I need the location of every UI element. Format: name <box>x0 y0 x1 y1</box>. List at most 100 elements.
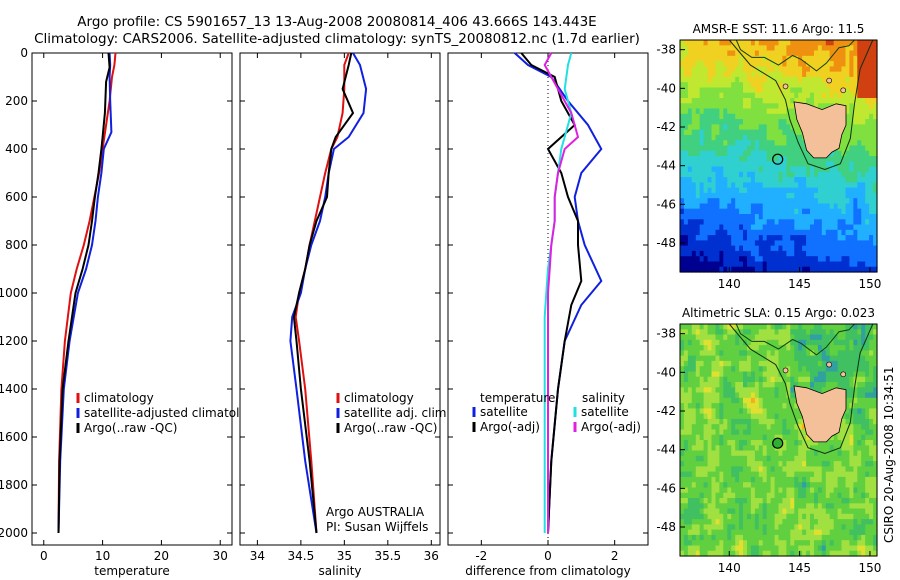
map-cell <box>794 245 799 252</box>
map-cell <box>853 124 858 131</box>
map-cell <box>873 103 878 110</box>
map-cell <box>695 540 701 547</box>
map-cell <box>865 203 870 210</box>
map-cell <box>865 545 870 552</box>
map-cell <box>825 339 831 346</box>
map-cell <box>747 256 752 263</box>
map-cell <box>786 134 791 141</box>
map-cell <box>873 187 878 194</box>
map-cell <box>687 503 693 510</box>
map-cell <box>680 418 685 425</box>
map-cell <box>829 534 835 541</box>
map-cell <box>758 256 764 263</box>
map-cell <box>821 492 827 499</box>
map-cell <box>817 545 823 552</box>
map-cell <box>814 445 819 452</box>
map-cell <box>833 482 839 489</box>
map-cell <box>715 445 720 452</box>
map-cell <box>723 224 728 231</box>
map-cell <box>743 261 748 268</box>
map-cell <box>691 150 697 157</box>
map-cell <box>747 350 752 357</box>
map-cell <box>707 550 713 557</box>
map-cell <box>703 424 709 431</box>
map-cell <box>798 76 803 83</box>
map-cell <box>715 203 720 210</box>
map-cell <box>731 329 736 336</box>
land-tasmania <box>793 385 847 443</box>
map-cell <box>758 471 764 478</box>
map-cell <box>703 534 709 541</box>
map-cell <box>699 487 705 494</box>
map-cell <box>707 177 713 183</box>
map-cell <box>766 71 772 78</box>
map-cell <box>782 339 787 346</box>
map-cell <box>786 145 791 152</box>
map-cell <box>829 219 835 226</box>
map-cell <box>817 235 823 241</box>
map-cell <box>861 166 866 173</box>
map-cell <box>806 440 811 446</box>
map-cell <box>817 40 823 46</box>
map-cell <box>814 360 819 367</box>
map-cell <box>754 519 760 525</box>
map-cell <box>873 208 878 215</box>
map-cell <box>754 98 760 104</box>
map-cell <box>857 408 862 415</box>
map-cell <box>778 240 783 247</box>
map-cell <box>845 150 850 157</box>
map-cell <box>762 329 768 336</box>
map-cell <box>703 45 709 52</box>
map-cell <box>790 76 795 83</box>
map-cell <box>735 124 740 131</box>
map-cell <box>798 71 803 78</box>
map-cell <box>731 355 736 362</box>
map-cell <box>750 124 756 131</box>
map-cell <box>683 376 689 383</box>
map-cell <box>683 177 689 183</box>
map-cell <box>786 187 791 194</box>
map-cell <box>683 482 689 489</box>
map-cell <box>833 71 839 78</box>
map-cell <box>817 240 823 247</box>
map-cell <box>821 387 827 394</box>
map-cell <box>687 519 693 525</box>
map-cell <box>861 545 866 552</box>
map-cell <box>739 245 744 252</box>
map-cell <box>861 250 866 257</box>
map-cell <box>695 192 701 199</box>
map-cell <box>873 450 878 457</box>
map-cell <box>798 256 803 263</box>
map-cell <box>766 418 772 425</box>
map-cell <box>853 455 858 462</box>
map-cell <box>727 229 732 236</box>
map-cell <box>790 450 795 457</box>
map-cell <box>790 371 795 378</box>
map-cell <box>790 324 795 330</box>
map-cell <box>687 45 693 52</box>
map-cell <box>715 550 720 557</box>
map-cell <box>786 256 791 263</box>
map-cell <box>727 345 732 351</box>
map-cell <box>869 482 874 489</box>
map-cell <box>778 350 783 357</box>
map-cell <box>711 345 716 351</box>
map-cell <box>727 334 732 341</box>
map-cell <box>782 508 787 515</box>
map-cell <box>861 145 866 152</box>
map-cell <box>680 334 685 341</box>
map-cell <box>790 403 795 409</box>
map-cell <box>825 324 831 330</box>
map-cell <box>865 513 870 520</box>
map-cell <box>782 519 787 525</box>
map-cell <box>703 182 709 189</box>
map-cell <box>695 208 701 215</box>
map-cell <box>837 376 843 383</box>
map-cell <box>758 108 764 115</box>
map-cell <box>727 261 732 268</box>
map-cell <box>798 445 803 452</box>
map-cell <box>845 403 850 409</box>
map-cell <box>691 387 697 394</box>
map-cell <box>782 350 787 357</box>
map-cell <box>747 397 752 404</box>
